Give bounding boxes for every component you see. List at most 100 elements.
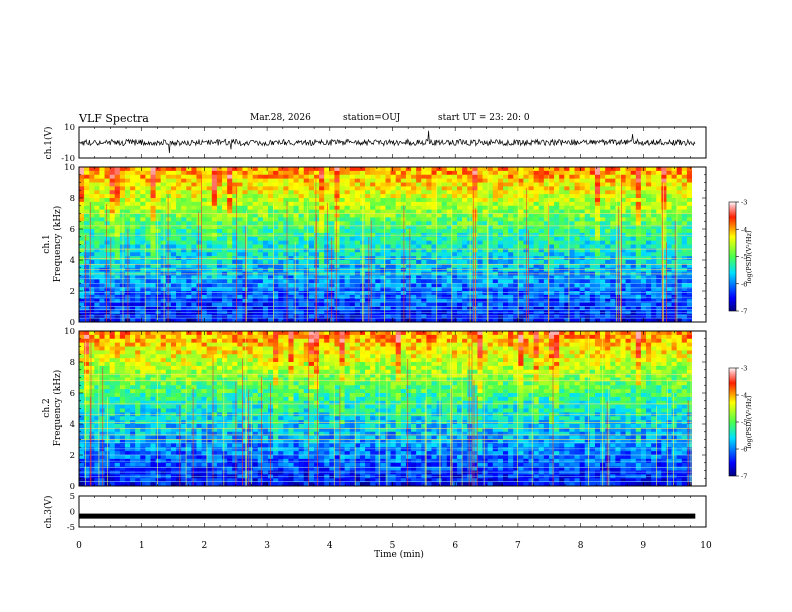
spectrogram-cell — [528, 221, 535, 226]
spectrogram-cell — [298, 170, 305, 176]
spectrogram-cell — [324, 279, 330, 284]
spectrogram-cell — [370, 190, 376, 195]
spectrogram-cell — [528, 287, 535, 292]
spectrogram-cell — [646, 287, 652, 292]
spectrogram-cell — [145, 198, 152, 203]
spectrogram-cell — [656, 267, 662, 273]
spectrogram-cell — [232, 287, 238, 292]
spectrogram-cell — [518, 194, 525, 199]
spectrogram-cell — [594, 248, 601, 253]
spectrogram-cell — [79, 302, 85, 308]
spectrogram-cell — [89, 302, 95, 308]
spectrogram-cell — [457, 302, 463, 308]
spectrogram-cell — [656, 198, 662, 203]
spectrogram-cell — [84, 283, 90, 288]
spectrogram-cell — [206, 252, 213, 257]
spectrogram-cell — [451, 213, 458, 218]
spectrogram-cell — [344, 279, 351, 284]
spectrogram-cell — [365, 229, 371, 234]
spectrogram-cell — [579, 252, 586, 257]
spectrogram-cell — [109, 174, 116, 180]
spectrogram-cell — [227, 244, 233, 249]
spectrogram-cell — [104, 221, 111, 226]
spectrogram-cell — [365, 275, 371, 280]
spectrogram-cell — [84, 167, 90, 172]
spectrogram-cell — [273, 267, 279, 273]
spectrogram-cell — [268, 279, 274, 284]
spectrogram-cell — [497, 174, 504, 180]
spectrogram-cell — [380, 209, 387, 215]
spectrogram-cell — [385, 182, 392, 187]
spectrogram-cell — [543, 275, 550, 280]
spectrogram-cell — [186, 190, 192, 195]
spectrogram-cell — [268, 260, 274, 265]
spectrogram-cell — [298, 291, 305, 296]
spectrogram-cell — [681, 302, 688, 308]
spectrogram-cell — [446, 298, 453, 304]
spectrogram-cell — [135, 236, 141, 242]
spectrogram-cell — [89, 338, 95, 344]
spectrogram-cell — [594, 260, 601, 265]
spectrogram-cell — [671, 283, 678, 288]
spectrogram-cell — [569, 217, 576, 222]
spectrogram-cell — [176, 252, 182, 257]
spectrogram-cell — [661, 209, 668, 215]
spectrogram-cell — [508, 194, 514, 199]
spectrogram-cell — [160, 283, 167, 288]
spectrogram-cell — [216, 240, 223, 246]
spectrogram-cell — [497, 314, 504, 319]
spectrogram-cell — [135, 240, 141, 246]
spectrogram-cell — [646, 221, 652, 226]
spectrogram-cell — [201, 260, 208, 265]
spectrogram-cell — [298, 186, 305, 191]
spectrogram-cell — [584, 306, 591, 311]
spectrogram-cell — [313, 209, 320, 215]
spectrogram-cell — [349, 194, 356, 199]
spectrogram-cell — [497, 306, 504, 311]
spectrogram-cell — [451, 178, 458, 184]
spectrogram-cell — [405, 314, 412, 319]
spectrogram-cell — [528, 194, 535, 199]
spectrogram-cell — [150, 182, 157, 187]
spectrogram-cell — [329, 186, 336, 191]
spectrogram-cell — [216, 260, 223, 265]
spectrogram-cell — [564, 252, 570, 257]
spectrogram-cell — [308, 194, 315, 199]
spectrogram-cell — [79, 431, 85, 437]
spectrogram-cell — [574, 298, 581, 304]
spectrogram-cell — [533, 194, 540, 199]
spectrogram-cell — [370, 240, 376, 246]
spectrogram-cell — [354, 302, 361, 308]
spectrogram-cell — [564, 201, 570, 207]
spectrogram-cell — [640, 174, 647, 180]
spectrogram-cell — [395, 209, 402, 215]
spectrogram-cell — [457, 209, 463, 215]
spectrogram-cell — [543, 217, 550, 222]
spectrogram-cell — [436, 252, 443, 257]
spectrogram-cell — [211, 209, 218, 215]
spectrogram-cell — [124, 194, 131, 199]
spectrogram-cell — [518, 182, 525, 187]
spectrogram-cell — [135, 167, 141, 172]
spectrogram-cell — [385, 170, 392, 176]
spectrogram-cell — [589, 209, 596, 215]
spectrogram-cell — [431, 240, 438, 246]
spectrogram-cell — [165, 298, 172, 304]
spectrogram-cell — [625, 267, 632, 273]
spectrogram-cell — [671, 209, 678, 215]
spectrogram-cell — [564, 236, 570, 242]
spectrogram-cell — [620, 302, 627, 308]
spectrogram-cell — [298, 283, 305, 288]
spectrogram-cell — [165, 194, 172, 199]
spectrogram-cell — [308, 213, 315, 218]
spectrogram-cell — [584, 167, 591, 172]
spectrogram-cell — [610, 205, 616, 211]
spectrogram-cell — [462, 201, 468, 207]
spectrogram-cell — [252, 275, 259, 280]
spectrogram-cell — [620, 205, 627, 211]
spectrogram-cell — [548, 240, 555, 246]
spectrogram-cell — [252, 167, 259, 172]
spectrogram-cell — [313, 306, 320, 311]
spectrogram-cell — [186, 213, 192, 218]
spectrogram-cell — [186, 306, 192, 311]
